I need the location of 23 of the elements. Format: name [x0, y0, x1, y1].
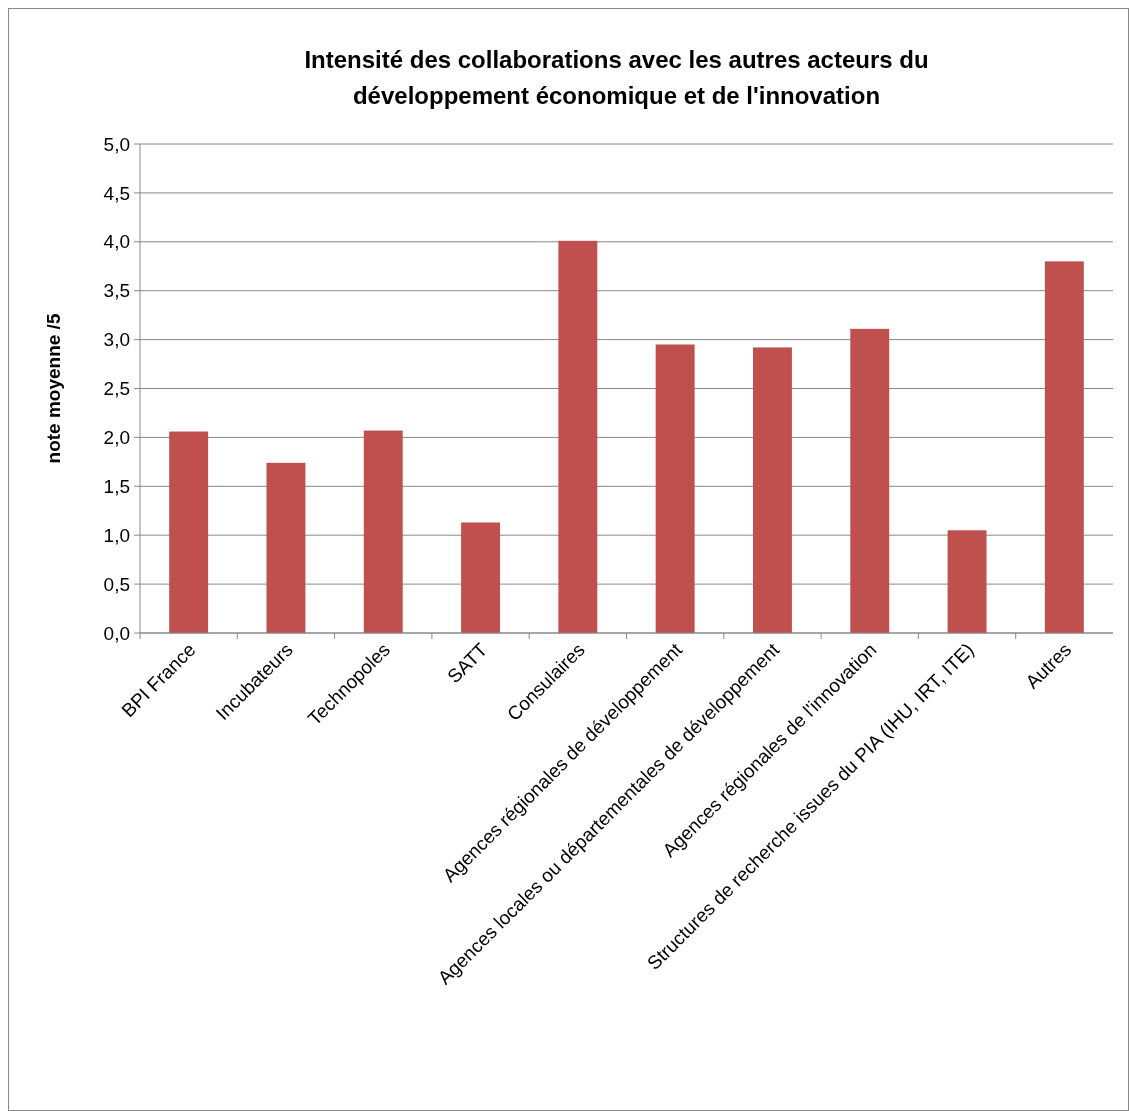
bar [752, 347, 792, 633]
bar [461, 522, 501, 633]
y-tick-label: 2,0 [103, 427, 130, 449]
bar [363, 430, 403, 633]
y-tick-label: 5,0 [103, 133, 130, 155]
bar [266, 462, 306, 633]
y-tick-label: 1,5 [103, 475, 130, 497]
bar [655, 344, 695, 633]
bar [1044, 261, 1084, 633]
y-tick-label: 4,5 [103, 182, 130, 204]
bar [558, 240, 598, 633]
y-tick-label: 4,0 [103, 231, 130, 253]
bar [850, 328, 890, 633]
y-tick-label: 2,5 [103, 378, 130, 400]
y-tick-label: 0,0 [103, 622, 130, 644]
y-tick-label: 3,0 [103, 329, 130, 351]
y-tick-label: 3,5 [103, 280, 130, 302]
y-tick-label: 0,5 [103, 573, 130, 595]
y-axis-title: note moyenne /5 [43, 313, 64, 464]
bar [169, 431, 209, 633]
chart-title: Intensité des collaborations avec les autres acteurs du développement économique et de l'innovation [304, 46, 929, 109]
y-tick-label: 1,0 [103, 524, 130, 546]
bar [947, 530, 987, 633]
